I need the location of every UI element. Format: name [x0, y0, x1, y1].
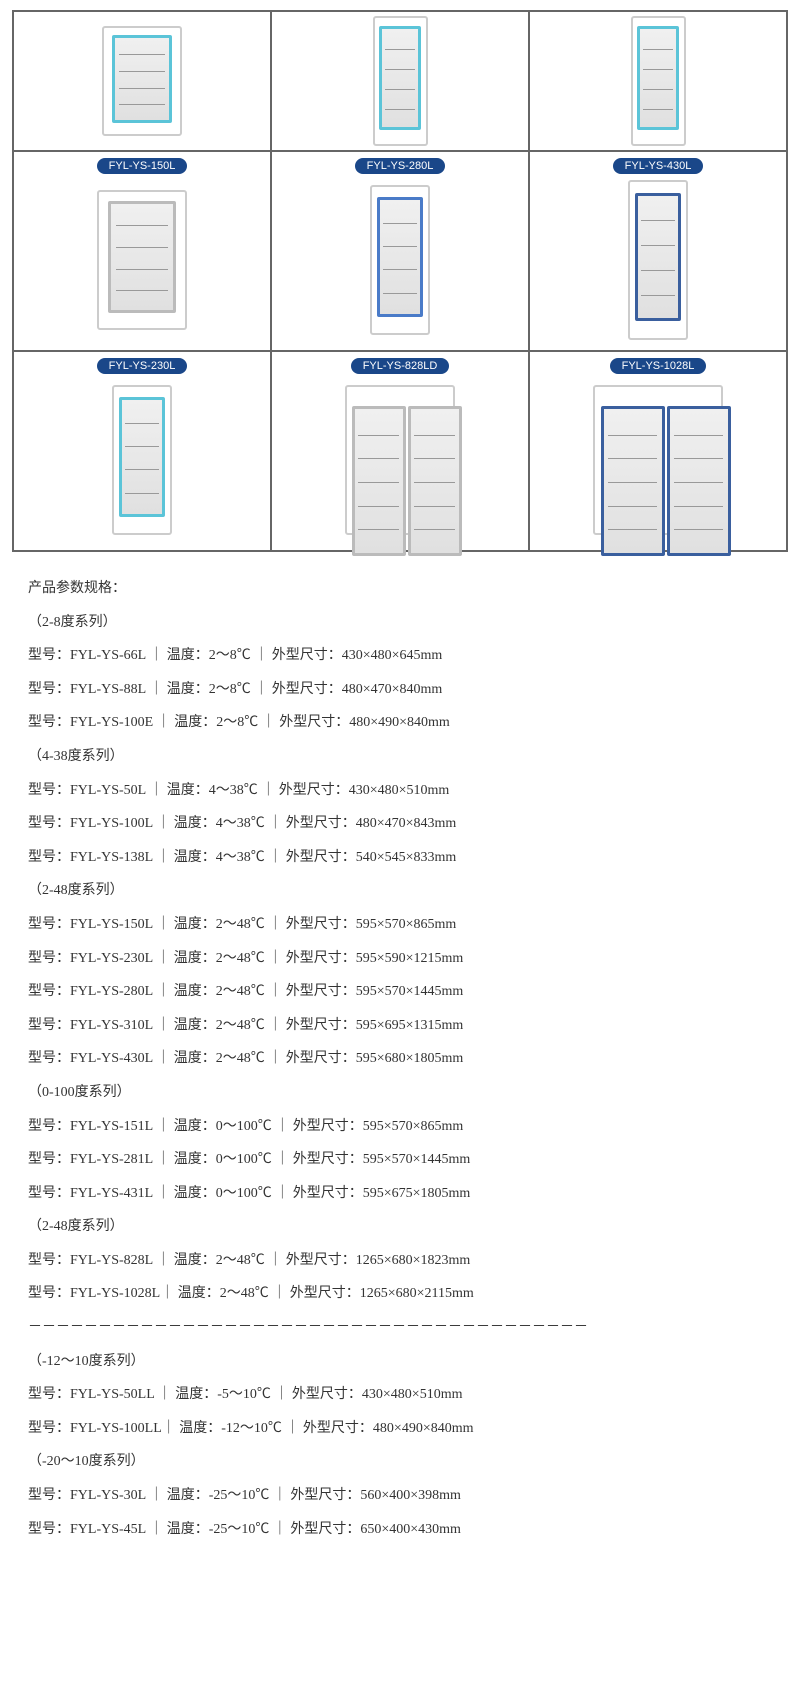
spec-line: 型号：FYL-YS-310L ｜ 温度：2～48℃ ｜ 外型尺寸：595×695… — [28, 1009, 772, 1043]
product-image — [276, 174, 524, 346]
spec-line: 型号：FYL-YS-30L ｜ 温度：-25～10℃ ｜ 外型尺寸：560×40… — [28, 1479, 772, 1513]
product-cell: FYL-YS-430L — [529, 151, 787, 351]
product-cell — [529, 11, 787, 151]
product-image — [534, 374, 782, 546]
product-image — [534, 174, 782, 346]
product-label: FYL-YS-230L — [97, 358, 188, 374]
product-image — [18, 16, 266, 146]
spec-line: 型号：FYL-YS-230L ｜ 温度：2～48℃ ｜ 外型尺寸：595×590… — [28, 942, 772, 976]
spec-line: 型号：FYL-YS-431L ｜ 温度：0～100℃ ｜ 外型尺寸：595×67… — [28, 1177, 772, 1211]
product-image — [18, 174, 266, 346]
spec-section: 产品参数规格： （2-8度系列）型号：FYL-YS-66L ｜ 温度：2～8℃ … — [0, 552, 800, 1566]
product-label: FYL-YS-150L — [97, 158, 188, 174]
series-name: （4-38度系列） — [28, 740, 772, 774]
spec-line: 型号：FYL-YS-66L ｜ 温度：2～8℃ ｜ 外型尺寸：430×480×6… — [28, 639, 772, 673]
product-cell: FYL-YS-1028L — [529, 351, 787, 551]
spec-line: 型号：FYL-YS-138L ｜ 温度：4～38℃ ｜ 外型尺寸：540×545… — [28, 841, 772, 875]
product-image — [18, 374, 266, 546]
product-cell — [271, 11, 529, 151]
product-cell — [13, 11, 271, 151]
spec-line: 型号：FYL-YS-150L ｜ 温度：2～48℃ ｜ 外型尺寸：595×570… — [28, 908, 772, 942]
spec-line: 型号：FYL-YS-280L ｜ 温度：2～48℃ ｜ 外型尺寸：595×570… — [28, 975, 772, 1009]
product-image — [276, 16, 524, 146]
spec-line: 型号：FYL-YS-828L ｜ 温度：2～48℃ ｜ 外型尺寸：1265×68… — [28, 1244, 772, 1278]
product-cell: FYL-YS-828LD — [271, 351, 529, 551]
spec-line: 型号：FYL-YS-50LL ｜ 温度：-5～10℃ ｜ 外型尺寸：430×48… — [28, 1378, 772, 1412]
spec-line: 型号：FYL-YS-430L ｜ 温度：2～48℃ ｜ 外型尺寸：595×680… — [28, 1042, 772, 1076]
spec-line: 型号：FYL-YS-50L ｜ 温度：4～38℃ ｜ 外型尺寸：430×480×… — [28, 774, 772, 808]
product-cell: FYL-YS-230L — [13, 351, 271, 551]
product-label: FYL-YS-828LD — [351, 358, 450, 374]
product-image — [276, 374, 524, 546]
series-name: （-12～10度系列） — [28, 1345, 772, 1379]
spec-line: 型号：FYL-YS-1028L｜ 温度：2～48℃ ｜ 外型尺寸：1265×68… — [28, 1277, 772, 1311]
spec-line: 型号：FYL-YS-100L ｜ 温度：4～38℃ ｜ 外型尺寸：480×470… — [28, 807, 772, 841]
product-label: FYL-YS-430L — [613, 158, 704, 174]
spec-line: 型号：FYL-YS-281L ｜ 温度：0～100℃ ｜ 外型尺寸：595×57… — [28, 1143, 772, 1177]
spec-line: 型号：FYL-YS-100E ｜ 温度：2～8℃ ｜ 外型尺寸：480×490×… — [28, 706, 772, 740]
product-label: FYL-YS-1028L — [610, 358, 707, 374]
spec-line: 型号：FYL-YS-45L ｜ 温度：-25～10℃ ｜ 外型尺寸：650×40… — [28, 1513, 772, 1547]
product-image — [534, 16, 782, 146]
series-name: （0-100度系列） — [28, 1076, 772, 1110]
spec-title: 产品参数规格： — [28, 572, 772, 606]
series-name: （-20～10度系列） — [28, 1445, 772, 1479]
spec-line: 型号：FYL-YS-151L ｜ 温度：0～100℃ ｜ 外型尺寸：595×57… — [28, 1110, 772, 1144]
product-cell: FYL-YS-280L — [271, 151, 529, 351]
series-name: （2-48度系列） — [28, 874, 772, 908]
product-cell: FYL-YS-150L — [13, 151, 271, 351]
spec-line: 型号：FYL-YS-88L ｜ 温度：2～8℃ ｜ 外型尺寸：480×470×8… — [28, 673, 772, 707]
product-grid: FYL-YS-150L FYL-YS-280L FYL-YS-430L FYL-… — [12, 10, 788, 552]
product-label: FYL-YS-280L — [355, 158, 446, 174]
series-name: （2-48度系列） — [28, 1210, 772, 1244]
spec-divider: －－－－－－－－－－－－－－－－－－－－－－－－－－－－－－－－－－－－－－－－ — [28, 1311, 772, 1345]
series-name: （2-8度系列） — [28, 606, 772, 640]
spec-line: 型号：FYL-YS-100LL｜ 温度：-12～10℃ ｜ 外型尺寸：480×4… — [28, 1412, 772, 1446]
